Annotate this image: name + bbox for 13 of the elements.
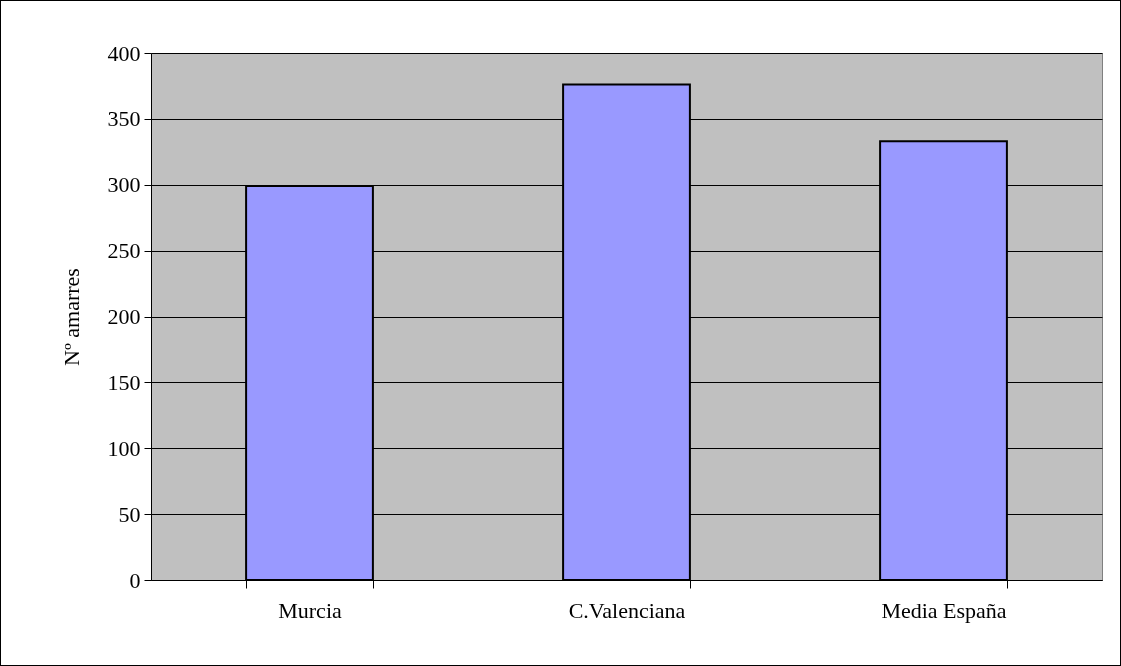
y-tick-label: 150 [107,369,141,395]
y-tick-label: 250 [107,238,141,264]
x-tick-label: Murcia [278,597,342,623]
x-tick-label: C.Valenciana [568,597,686,623]
y-tick-label: 200 [107,304,141,329]
y-tick-label: 350 [107,106,141,132]
y-tick-label: 0 [129,567,141,593]
y-tick-label: 300 [107,172,141,198]
y-axis-title: Nº amarres [58,268,84,366]
y-tick-label: 50 [118,501,141,527]
y-tick-label: 400 [107,40,141,66]
y-tick-label: 100 [107,435,141,461]
x-tick-label: Media España [881,597,1007,623]
